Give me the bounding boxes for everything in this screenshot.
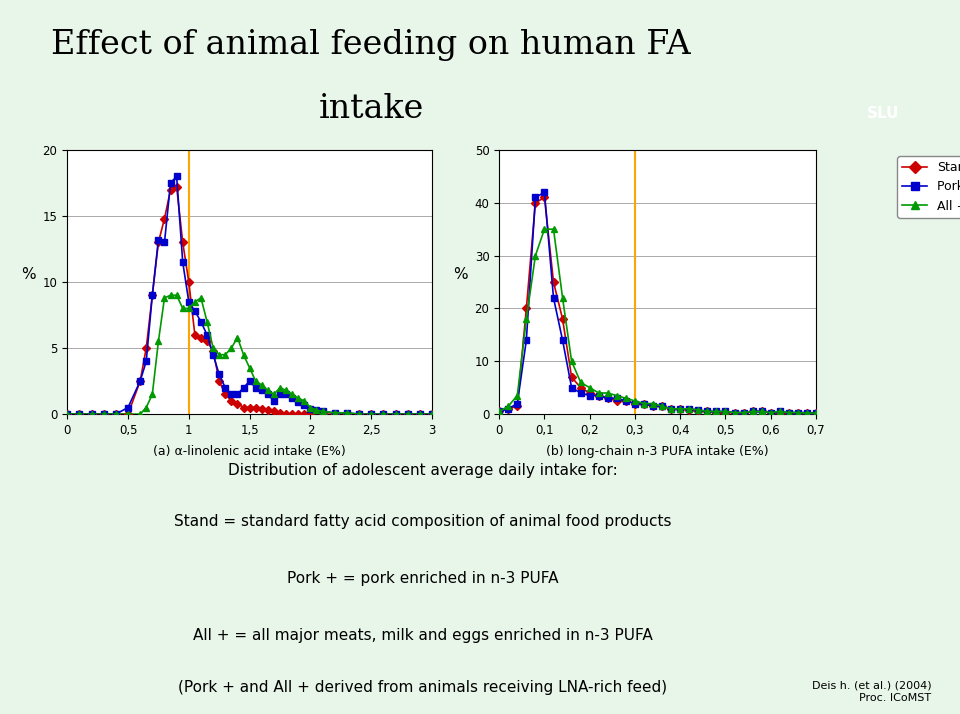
Text: All + = all major meats, milk and eggs enriched in n-3 PUFA: All + = all major meats, milk and eggs e… (193, 628, 652, 643)
Text: (Pork + and All + derived from animals receiving LNA-rich feed): (Pork + and All + derived from animals r… (178, 680, 667, 695)
Text: Pork + = pork enriched in n-3 PUFA: Pork + = pork enriched in n-3 PUFA (287, 571, 558, 586)
Y-axis label: %: % (453, 267, 468, 282)
X-axis label: (b) long-chain n-3 PUFA intake (E%): (b) long-chain n-3 PUFA intake (E%) (546, 445, 769, 458)
Text: Distribution of adolescent average daily intake for:: Distribution of adolescent average daily… (228, 463, 617, 478)
Text: intake: intake (319, 93, 423, 125)
Text: Deis h. (et al.) (2004)
Proc. ICoMST: Deis h. (et al.) (2004) Proc. ICoMST (811, 681, 931, 703)
Legend: Stand, Pork +, All +: Stand, Pork +, All + (898, 156, 960, 218)
Text: Effect of animal feeding on human FA: Effect of animal feeding on human FA (51, 29, 691, 61)
X-axis label: (a) α-linolenic acid intake (E%): (a) α-linolenic acid intake (E%) (154, 445, 346, 458)
Y-axis label: %: % (21, 267, 36, 282)
Text: Stand = standard fatty acid composition of animal food products: Stand = standard fatty acid composition … (174, 514, 671, 529)
Text: SLU: SLU (867, 106, 900, 121)
